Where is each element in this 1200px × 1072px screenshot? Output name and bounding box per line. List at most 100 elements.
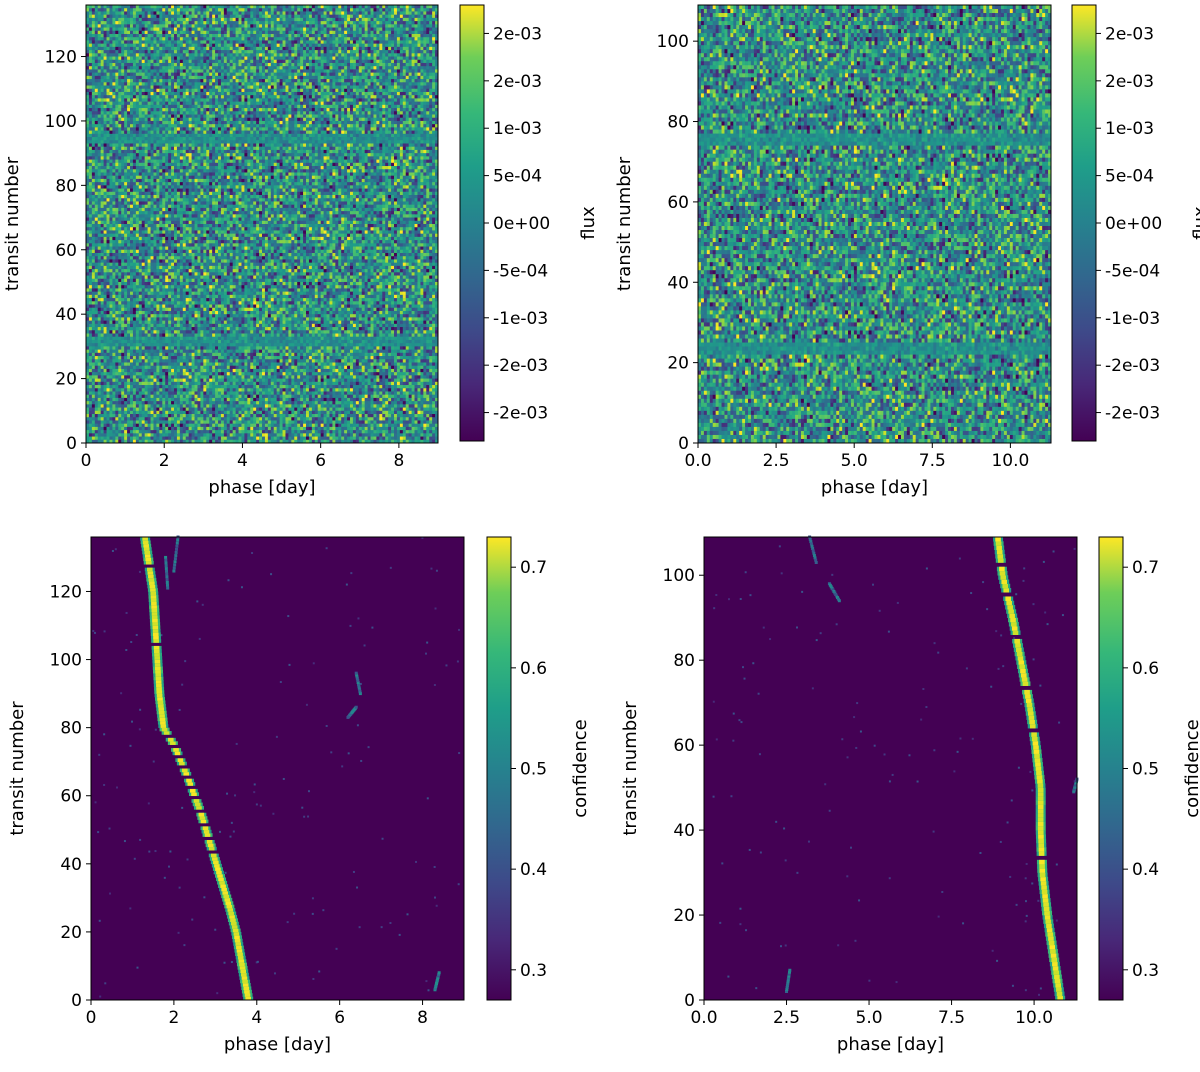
heatmap-cell [177,8,180,12]
heatmap-cell [177,15,180,19]
heatmap-cell [148,21,151,25]
heatmap-cell [206,21,209,25]
heatmap-cell [332,31,335,35]
heatmap-cell [121,34,124,38]
heatmap-cell [115,28,118,32]
heatmap-cell [300,31,303,35]
heatmap-cell [359,31,362,35]
heatmap-cell [285,28,288,32]
heatmap-cell [288,15,291,19]
heatmap-cell [186,34,189,38]
heatmap-cell [104,8,107,12]
heatmap-cell [253,5,256,9]
heatmap-cell [391,5,394,9]
heatmap-cell [371,5,374,9]
heatmap-cell [168,24,171,28]
heatmap-cell [309,28,312,32]
heatmap-cell [227,11,230,15]
heatmap-cell [98,34,101,38]
heatmap-cell [162,11,165,15]
heatmap-cell [400,11,403,15]
heatmap-cell [426,8,429,12]
heatmap-cell [271,15,274,19]
heatmap-cell [259,8,262,12]
heatmap-cell [335,31,338,35]
heatmap-cell [195,11,198,15]
heatmap-cell [174,15,177,19]
heatmap-cell [268,8,271,12]
heatmap-cell [165,28,168,32]
heatmap-cell [321,24,324,28]
heatmap-cell [253,21,256,25]
heatmap-cell [353,5,356,9]
heatmap-cell [397,18,400,22]
heatmap-cell [156,18,159,22]
heatmap-cell [274,5,277,9]
heatmap-cell [174,21,177,25]
heatmap-cell [133,34,136,38]
heatmap-cell [356,8,359,12]
heatmap-cell [379,21,382,25]
heatmap-cell [285,5,288,9]
heatmap-cell [318,5,321,9]
heatmap-cell [420,28,423,32]
heatmap-cell [112,31,115,35]
heatmap-cell [206,18,209,22]
heatmap-cell [200,18,203,22]
heatmap-cell [420,21,423,25]
heatmap-cell [241,5,244,9]
heatmap-cell [195,5,198,9]
heatmap-cell [280,18,283,22]
heatmap-cell [162,28,165,32]
heatmap-cell [306,11,309,15]
heatmap-cell [385,28,388,32]
heatmap-cell [420,11,423,15]
heatmap-cell [241,21,244,25]
heatmap-cell [285,15,288,19]
heatmap-cell [133,24,136,28]
heatmap-cell [244,24,247,28]
heatmap-cell [400,24,403,28]
heatmap-cell [224,15,227,19]
heatmap-cell [412,24,415,28]
heatmap-cell [403,8,406,12]
heatmap-cell [200,34,203,38]
heatmap-cell [212,28,215,32]
heatmap-cell [353,21,356,25]
heatmap-cell [417,5,420,9]
heatmap-cell [280,21,283,25]
heatmap-cell [133,31,136,35]
heatmap-cell [309,11,312,15]
heatmap-cell [417,21,420,25]
heatmap-cell [215,5,218,9]
heatmap-cell [200,21,203,25]
heatmap-cell [368,5,371,9]
heatmap-cell [250,31,253,35]
heatmap-cell [259,15,262,19]
heatmap-cell [183,18,186,22]
heatmap-cell [189,34,192,38]
heatmap-cell [192,11,195,15]
heatmap-cell [174,28,177,32]
heatmap-cell [391,24,394,28]
heatmap-cell [338,24,341,28]
heatmap-cell [212,24,215,28]
heatmap-cell [92,15,95,19]
heatmap-cell [382,21,385,25]
heatmap-cell [253,24,256,28]
heatmap-cell [335,28,338,32]
heatmap-cell [109,28,112,32]
heatmap-cell [233,5,236,9]
heatmap-cell [153,24,156,28]
heatmap-cell [136,21,139,25]
heatmap-cell [183,34,186,38]
heatmap-cell [212,31,215,35]
heatmap-cell [227,24,230,28]
heatmap-cell [239,5,242,9]
heatmap-cell [406,8,409,12]
heatmap-cell [145,11,148,15]
heatmap-cell [412,31,415,35]
heatmap-cell [118,34,121,38]
heatmap-cell [171,21,174,25]
heatmap-cell [112,11,115,15]
